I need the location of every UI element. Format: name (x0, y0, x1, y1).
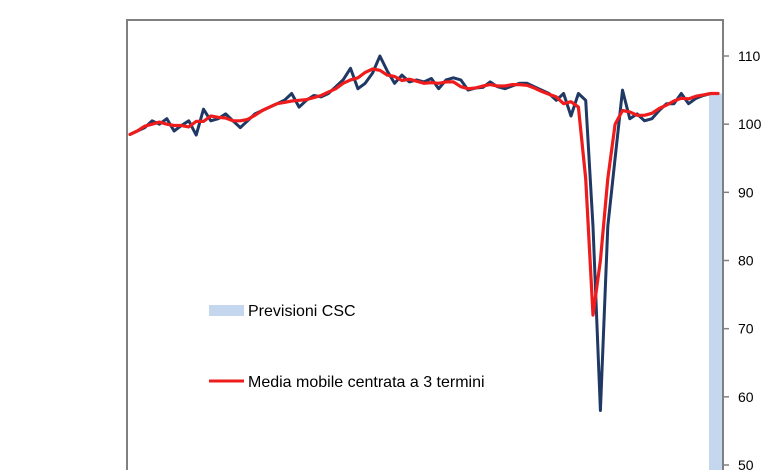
y-tick-label: 50 (738, 457, 754, 470)
series-layer (128, 54, 720, 412)
series-line-moving-average (128, 67, 720, 317)
legend: Previsioni CSC Media mobile centrata a 3… (209, 303, 485, 391)
y-tick-label: 80 (738, 253, 754, 269)
forecast-shading-bar (709, 93, 722, 470)
y-tick-label: 110 (738, 48, 761, 64)
legend-label-moving-average: Media mobile centrata a 3 termini (248, 374, 485, 391)
y-tick-label: 60 (738, 389, 754, 405)
plot-area-border (126, 19, 724, 470)
y-axis: 110 100 90 80 70 60 50 (722, 48, 762, 470)
y-tick-label: 100 (738, 116, 762, 132)
legend-swatch-forecast (209, 305, 244, 316)
y-tick-label: 70 (738, 321, 754, 337)
legend-label-forecast: Previsioni CSC (248, 303, 356, 320)
y-tick-label: 90 (738, 184, 754, 200)
